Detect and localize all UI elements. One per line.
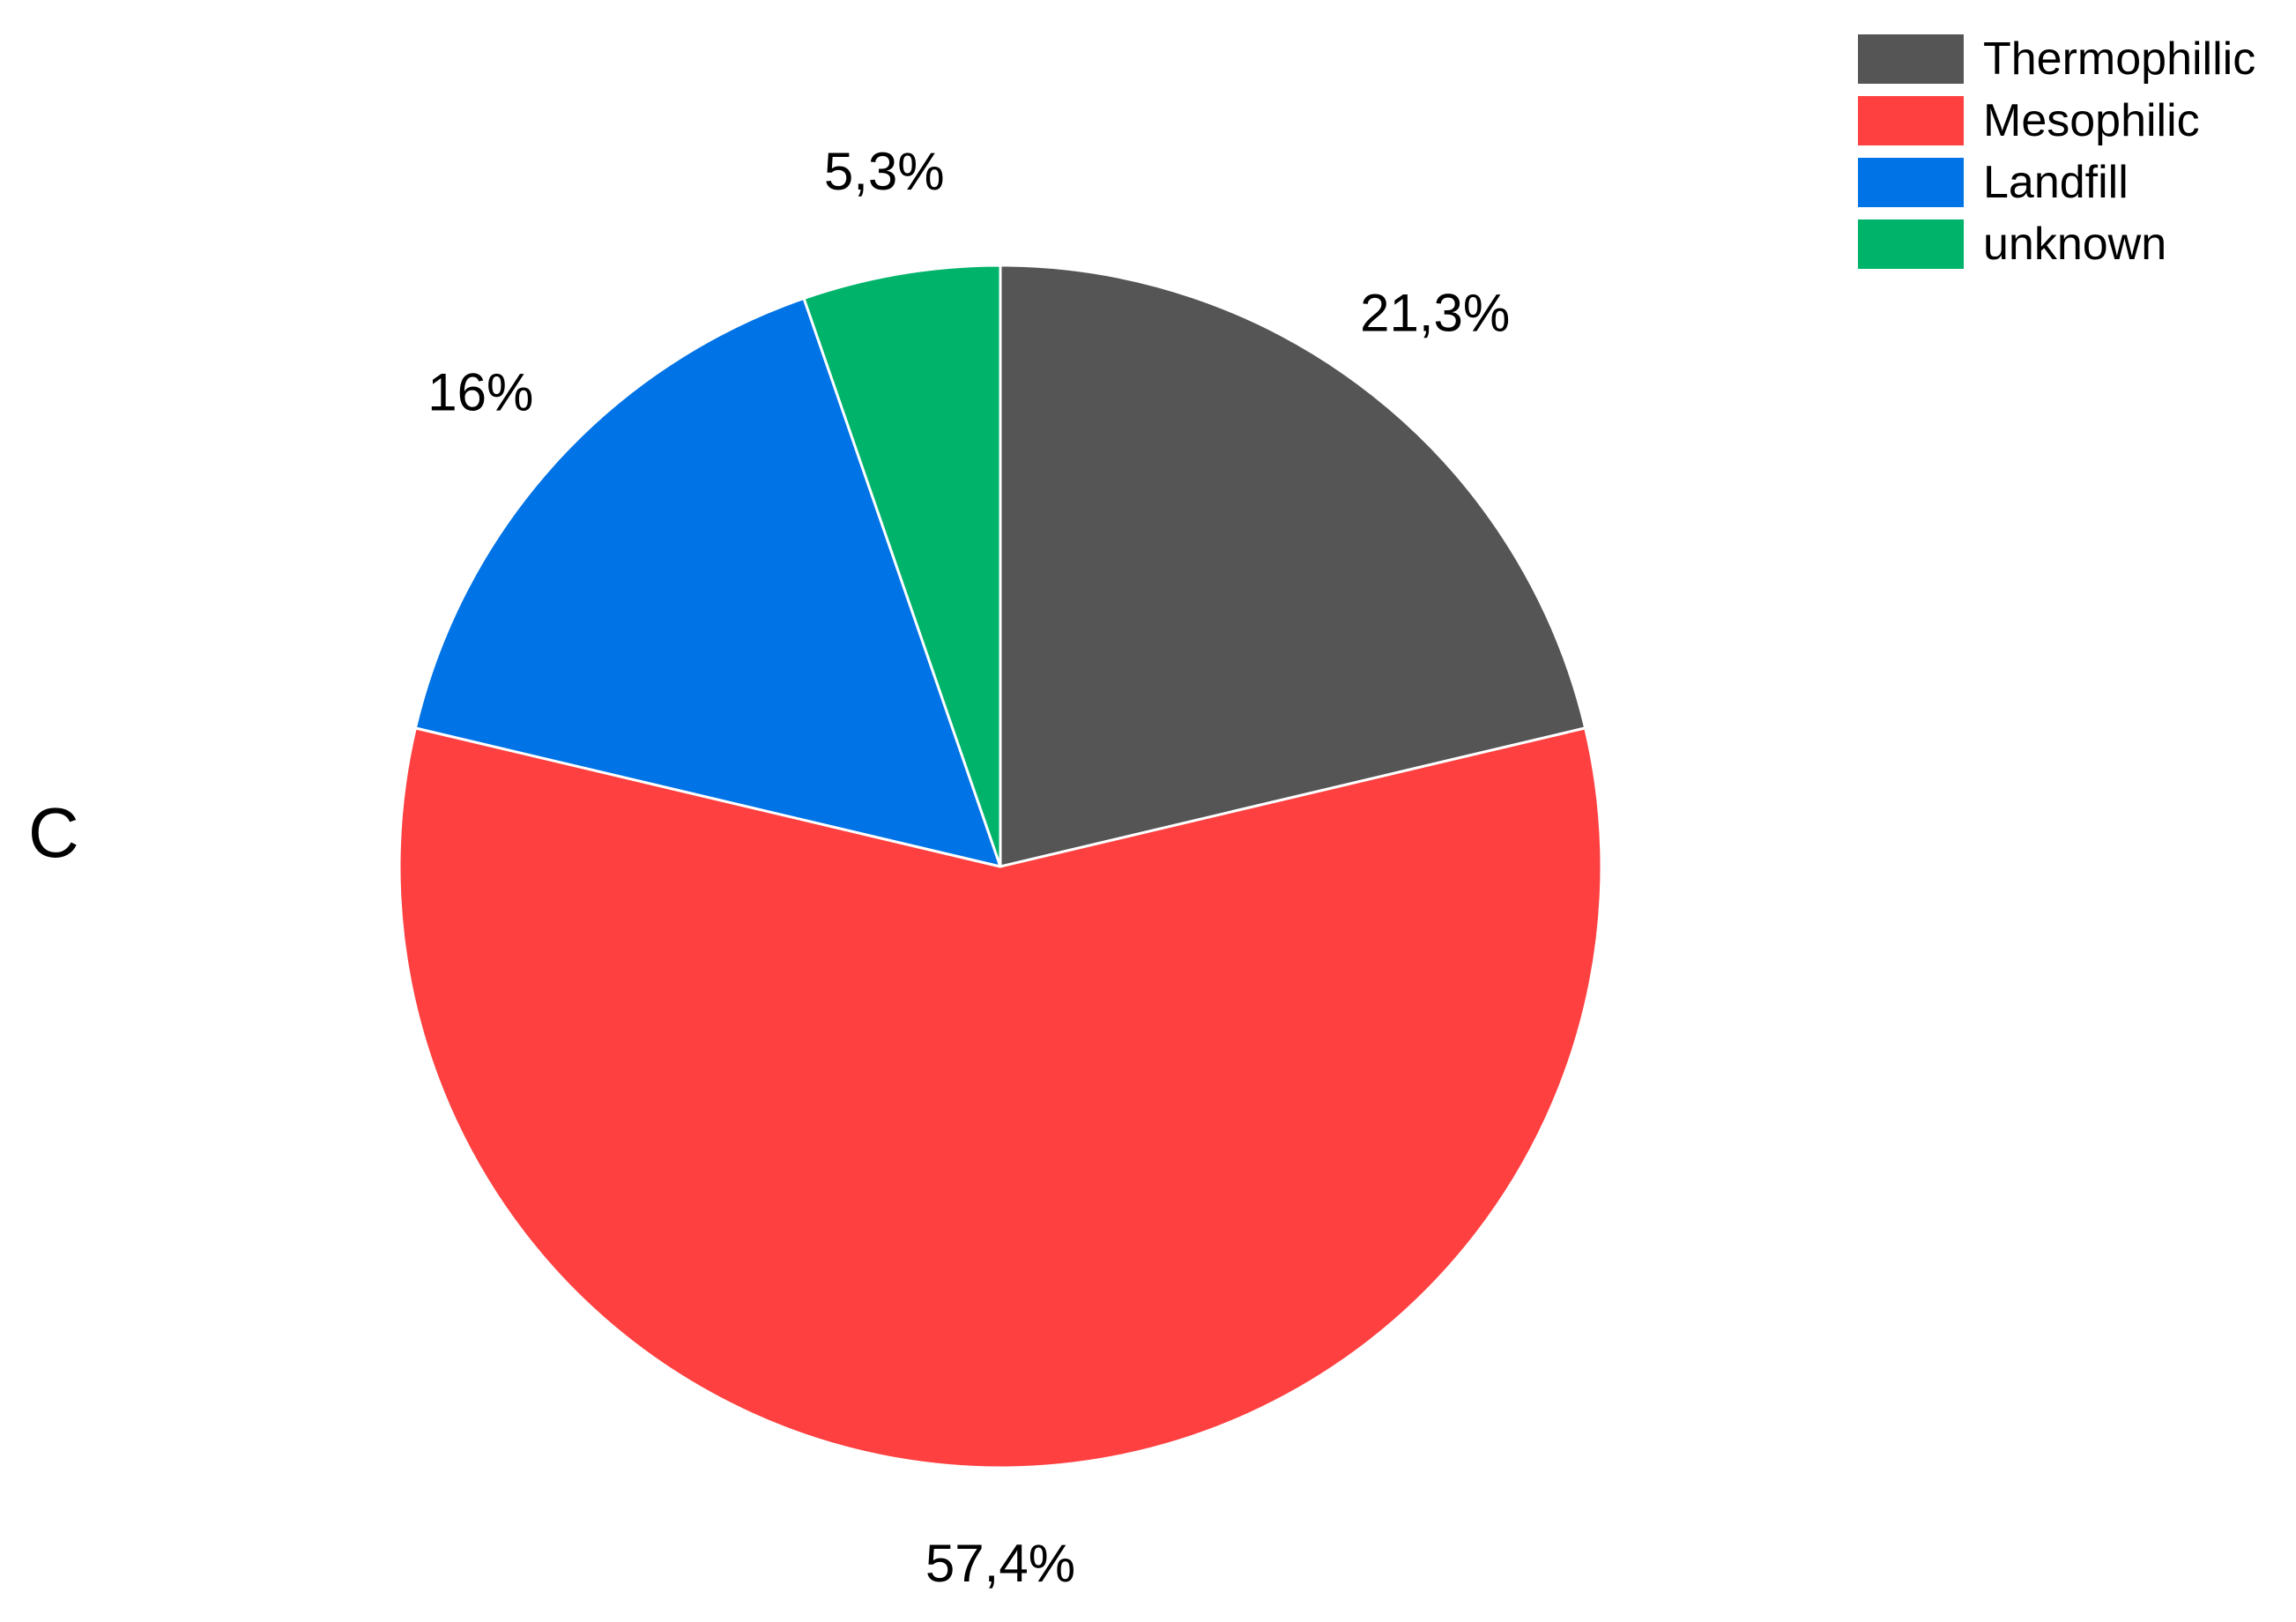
legend-label-unknown: unknown	[1983, 219, 2167, 270]
legend-item-mesophilic: Mesophilic	[1858, 90, 2255, 152]
pie-slices	[398, 264, 1603, 1469]
pie-slice-mesophilic	[398, 726, 1603, 1469]
pie-slice-unknown	[802, 264, 1002, 868]
panel-label: C	[28, 793, 79, 872]
slice-label-mesophilic: 57,4%	[925, 1534, 1075, 1593]
slice-labels: 21,3% 57,4% 16% 5,3%	[427, 142, 1510, 1593]
legend-label-mesophilic: Mesophilic	[1983, 95, 2200, 146]
legend-label-landfill: Landfill	[1983, 157, 2129, 208]
slice-label-landfill: 16%	[427, 363, 533, 422]
legend-swatch-thermophillic	[1858, 34, 1964, 84]
legend-item-thermophillic: Thermophillic	[1858, 28, 2255, 90]
legend: Thermophillic Mesophilic Landfill unknow…	[1858, 28, 2255, 275]
legend-swatch-unknown	[1858, 219, 1964, 269]
legend-item-landfill: Landfill	[1858, 152, 2255, 213]
slice-label-unknown: 5,3%	[824, 142, 945, 201]
pie-slice-thermophillic	[999, 264, 1587, 868]
legend-item-unknown: unknown	[1858, 213, 2255, 275]
legend-swatch-landfill	[1858, 158, 1964, 207]
legend-swatch-mesophilic	[1858, 96, 1964, 145]
slice-label-thermophillic: 21,3%	[1360, 283, 1510, 342]
legend-label-thermophillic: Thermophillic	[1983, 33, 2256, 85]
pie-slice-landfill	[413, 296, 1002, 868]
